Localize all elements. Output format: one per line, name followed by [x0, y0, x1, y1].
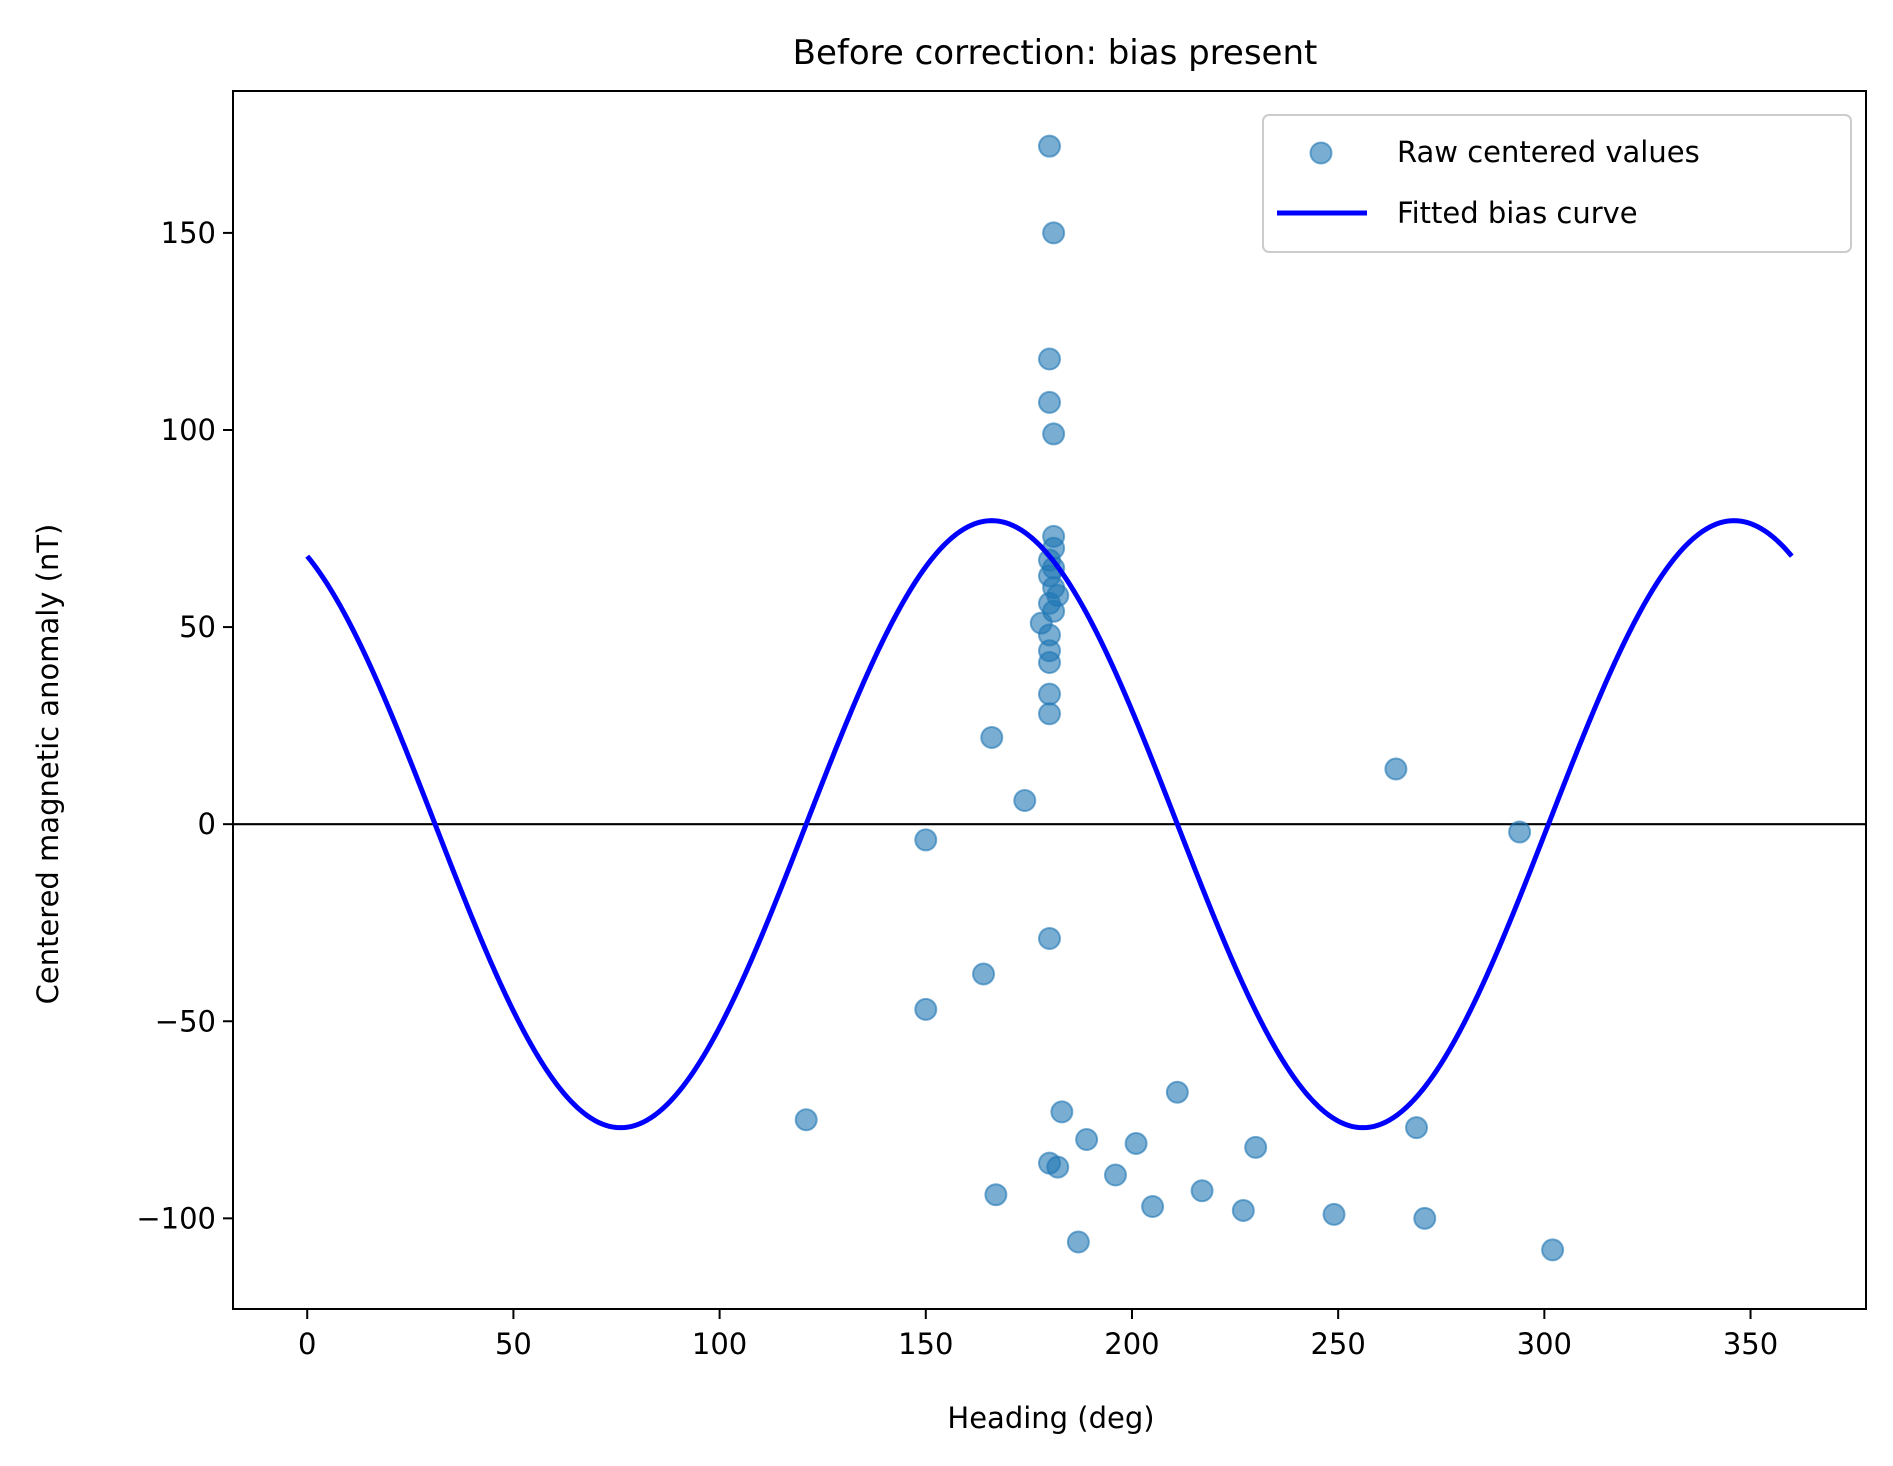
axes: 0 50 100 150 200 250 300 350 −100 −50 0 50 100 150: [136, 90, 1867, 1361]
scatter-point-20: [980, 725, 1004, 749]
scatter-point-24: [914, 828, 938, 852]
x-tick-label-300: 300: [1517, 1327, 1572, 1361]
x-tick-label-350: 350: [1723, 1327, 1778, 1361]
scatter-point-41: [1231, 1198, 1255, 1222]
y-tick-label--100: −100: [136, 1201, 216, 1235]
axes-frame: [232, 90, 1867, 1310]
scatter-point-36: [1046, 1155, 1070, 1179]
scatter-point-31: [1405, 1116, 1429, 1140]
legend: Raw centered values Fitted bias curve: [1262, 114, 1852, 253]
scatter-point-29: [1050, 1100, 1074, 1124]
scatter-point-22: [1384, 757, 1408, 781]
scatter-point-37: [1103, 1163, 1127, 1187]
x-tick-label-100: 100: [692, 1327, 747, 1361]
x-axis-label: Heading (deg): [947, 1401, 1154, 1435]
scatter-point-34: [1244, 1135, 1268, 1159]
scatter-point-28: [794, 1108, 818, 1132]
scatter-point-38: [1190, 1179, 1214, 1203]
y-tick-label-100: 100: [161, 413, 216, 447]
scatter-point-17: [1038, 651, 1061, 675]
y-tick-label-0: 0: [198, 807, 216, 841]
scatter-point-45: [1541, 1238, 1565, 1262]
x-tick-label-0: 0: [298, 1327, 316, 1361]
scatter-point-23: [1508, 820, 1532, 844]
scatter-point-0: [1038, 134, 1061, 158]
x-tick-label-200: 200: [1104, 1327, 1159, 1361]
y-tick-label--50: −50: [155, 1004, 216, 1038]
scatter-point-39: [984, 1183, 1008, 1207]
scatter-point-1: [1042, 221, 1066, 245]
legend-scatter-marker: [1309, 141, 1333, 165]
scatter-point-44: [1066, 1230, 1090, 1254]
plot-content: [233, 134, 1866, 1262]
legend-frame: [1262, 114, 1852, 253]
y-axis-label: Centered magnetic anomaly (nT): [31, 524, 65, 1005]
scatter-point-18: [1038, 682, 1061, 706]
chart-title: Before correction: bias present: [793, 33, 1318, 73]
scatter-point-40: [1141, 1195, 1165, 1219]
y-tick-label-50: 50: [179, 610, 216, 644]
x-tick-label-150: 150: [898, 1327, 953, 1361]
y-tick-label-150: 150: [161, 216, 216, 250]
scatter-point-19: [1038, 702, 1061, 726]
legend-label-curve: Fitted bias curve: [1397, 196, 1638, 230]
x-tick-label-50: 50: [495, 1327, 532, 1361]
scatter-point-21: [1013, 789, 1037, 813]
scatter-point-30: [1165, 1080, 1189, 1104]
scatter-point-33: [1124, 1131, 1148, 1155]
legend-label-scatter: Raw centered values: [1397, 135, 1700, 169]
scatter-point-27: [914, 997, 938, 1021]
scatter-point-43: [1413, 1206, 1437, 1230]
scatter-point-4: [1042, 422, 1066, 446]
scatter-point-25: [1038, 926, 1061, 950]
scatter-point-2: [1038, 347, 1061, 371]
scatter-point-3: [1038, 390, 1061, 414]
plot-area: [233, 134, 1866, 1262]
scatter-point-32: [1075, 1128, 1099, 1152]
scatter-point-42: [1322, 1202, 1346, 1226]
scatter-point-26: [972, 962, 996, 986]
x-tick-label-250: 250: [1310, 1327, 1365, 1361]
fitted-bias-curve: [305, 518, 1794, 1131]
